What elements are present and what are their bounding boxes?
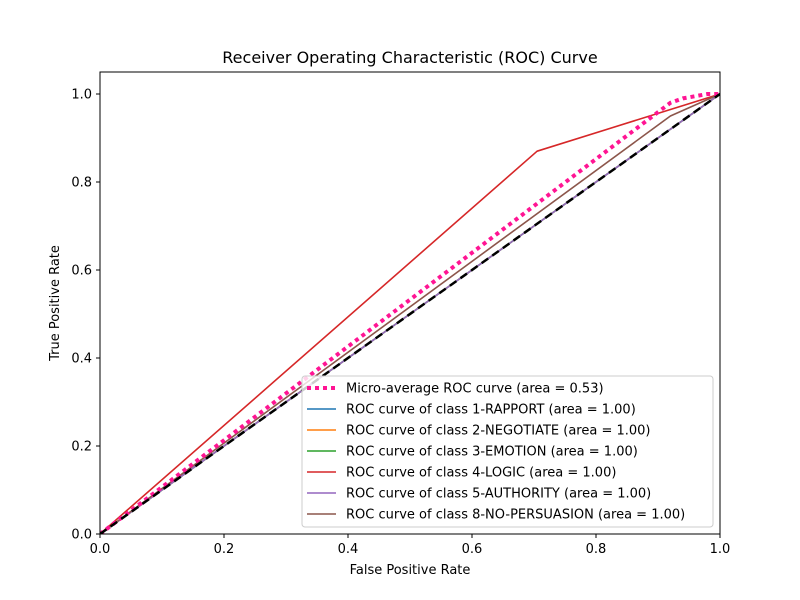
y-tick-label: 1.0 [71,88,92,103]
y-axis-label: True Positive Rate [48,245,63,362]
legend-entry-7: ROC curve of class 8-NO-PERSUASION (area… [346,508,685,523]
x-tick-label: 0.6 [462,542,483,557]
x-tick-label: 0.0 [90,542,111,557]
y-tick-label: 0.0 [71,528,92,543]
legend-entry-3: ROC curve of class 2-NEGOTIATE (area = 1… [346,424,650,439]
y-tick-label: 0.2 [71,440,92,455]
legend-entry-2: ROC curve of class 1-RAPPORT (area = 1.0… [346,403,636,418]
x-axis-label: False Positive Rate [350,563,471,578]
legend-entry-5: ROC curve of class 4-LOGIC (area = 1.00) [346,466,616,481]
x-tick-label: 0.2 [214,542,235,557]
plot-area [100,92,720,534]
y-tick-label: 0.4 [71,352,92,367]
y-tick-label: 0.8 [71,176,92,191]
legend-box [301,375,714,528]
x-tick-label: 1.0 [710,542,731,557]
legend-entry-4: ROC curve of class 3-EMOTION (area = 1.0… [346,445,638,460]
legend-entry-6: ROC curve of class 5-AUTHORITY (area = 1… [346,487,651,502]
x-tick-label: 0.8 [586,542,607,557]
chart-title: Receiver Operating Characteristic (ROC) … [222,48,597,67]
x-tick-label: 0.4 [338,542,359,557]
y-tick-label: 0.6 [71,264,92,279]
chance-diagonal-line [100,92,720,534]
axes: 0.0 0.2 0.4 0.6 0.8 1.0 0.0 0.2 0.4 0.6 0.8 1.0 [71,71,731,557]
series-line-1 [100,92,720,534]
legend-entry-1: Micro-average ROC curve (area = 0.53) [346,382,604,397]
legend: Micro-average ROC curve (area = 0.53) ROC… [301,375,714,528]
series-line-7 [100,93,720,534]
axes-frame [99,71,721,535]
